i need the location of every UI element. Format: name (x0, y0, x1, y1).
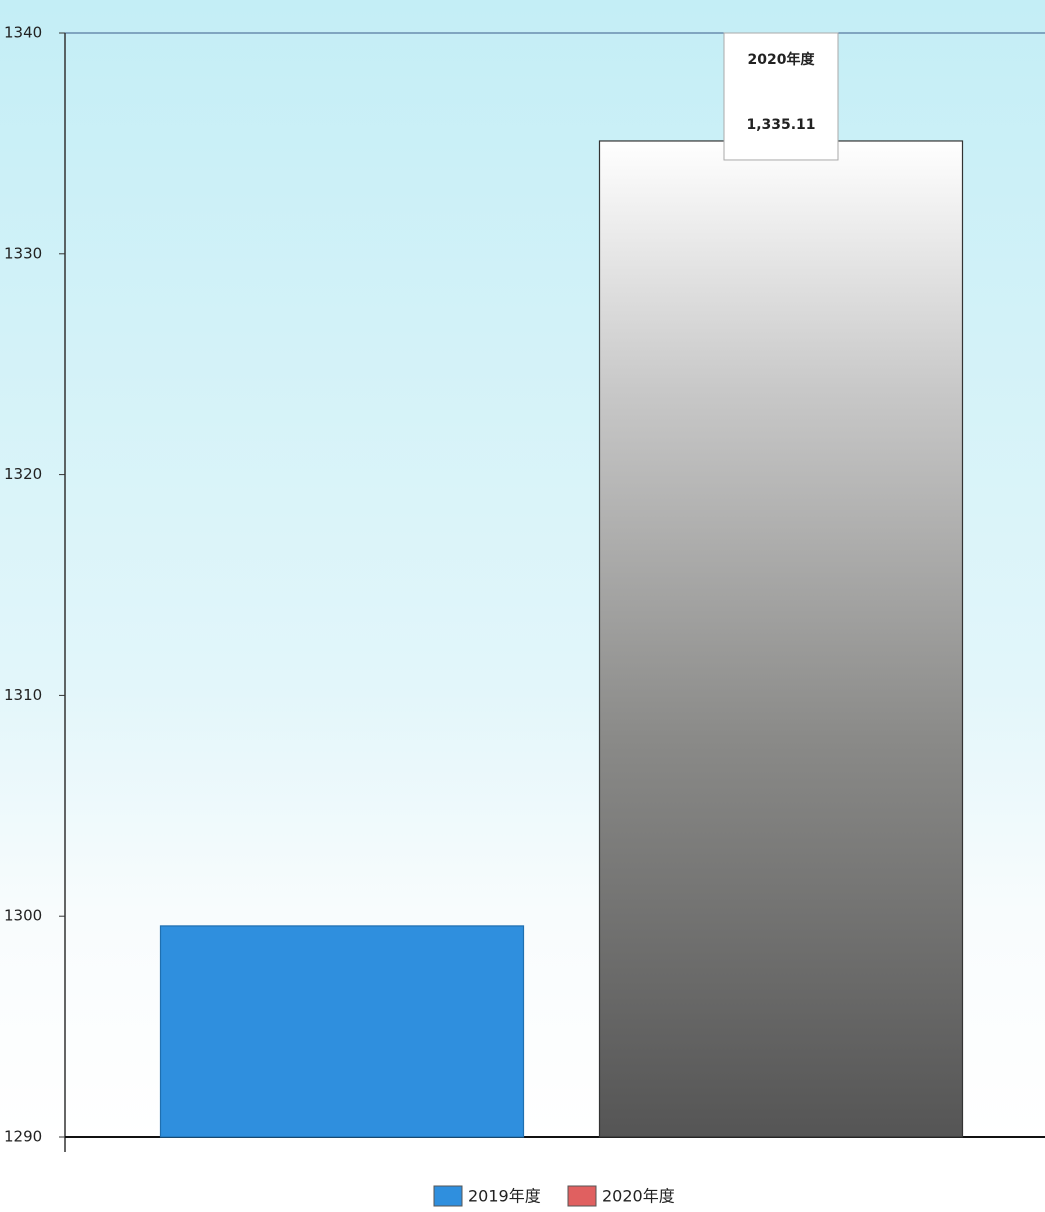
legend-swatch (433, 1185, 463, 1207)
legend-swatch (567, 1185, 597, 1207)
y-tick-label: 1290 (4, 1128, 42, 1146)
y-tick-label: 1330 (4, 244, 42, 262)
bar (159, 925, 525, 1138)
y-tick-label: 1310 (4, 686, 42, 704)
legend-label: 2020年度 (602, 1187, 675, 1206)
y-tick-label: 1320 (4, 465, 42, 483)
tooltip (723, 32, 839, 161)
y-tick-label: 1340 (4, 24, 42, 42)
tooltip-title: 2020年度 (748, 51, 816, 68)
data-label: 1,335.11 (746, 117, 815, 133)
y-tick-label: 1300 (4, 907, 42, 925)
legend-label: 2019年度 (468, 1187, 541, 1206)
bar (598, 140, 964, 1138)
